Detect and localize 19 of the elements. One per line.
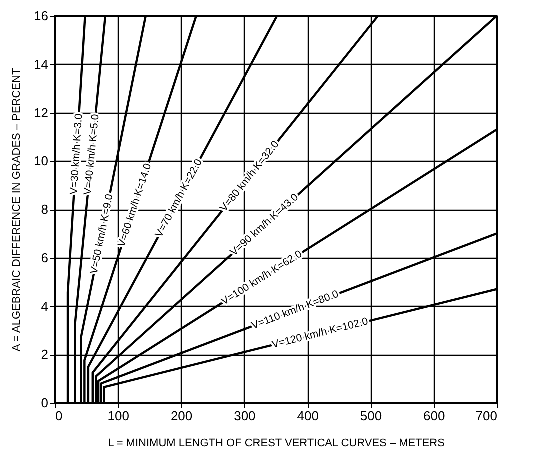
y-tick-label: 4 [41, 298, 48, 314]
y-tick-label: 16 [34, 8, 48, 24]
x-tick-label: 0 [56, 408, 63, 424]
y-tick-label: 12 [34, 105, 48, 120]
y-axis-title: A = ALGEBRAIC DIFFERENCE IN GRADES – PERCENT [11, 68, 24, 352]
y-tick-label: 8 [41, 202, 48, 217]
x-tick-label: 100 [108, 408, 130, 424]
x-tick-label: 200 [170, 408, 193, 424]
x-tick-label: 400 [297, 408, 319, 424]
x-tick-label: 700 [476, 408, 498, 424]
x-tick-label: 500 [360, 408, 382, 424]
y-tick-label: 0 [41, 396, 48, 410]
x-tick-label: 600 [424, 408, 446, 424]
x-axis-title: L = MINIMUM LENGTH OF CREST VERTICAL CURVES – METERS [108, 438, 445, 450]
y-tick-label: 6 [41, 250, 48, 266]
y-tick-label: 14 [34, 56, 48, 72]
y-tick-label: 10 [34, 154, 48, 169]
x-tick-label: 300 [234, 408, 256, 424]
y-tick-label: 2 [41, 347, 48, 362]
